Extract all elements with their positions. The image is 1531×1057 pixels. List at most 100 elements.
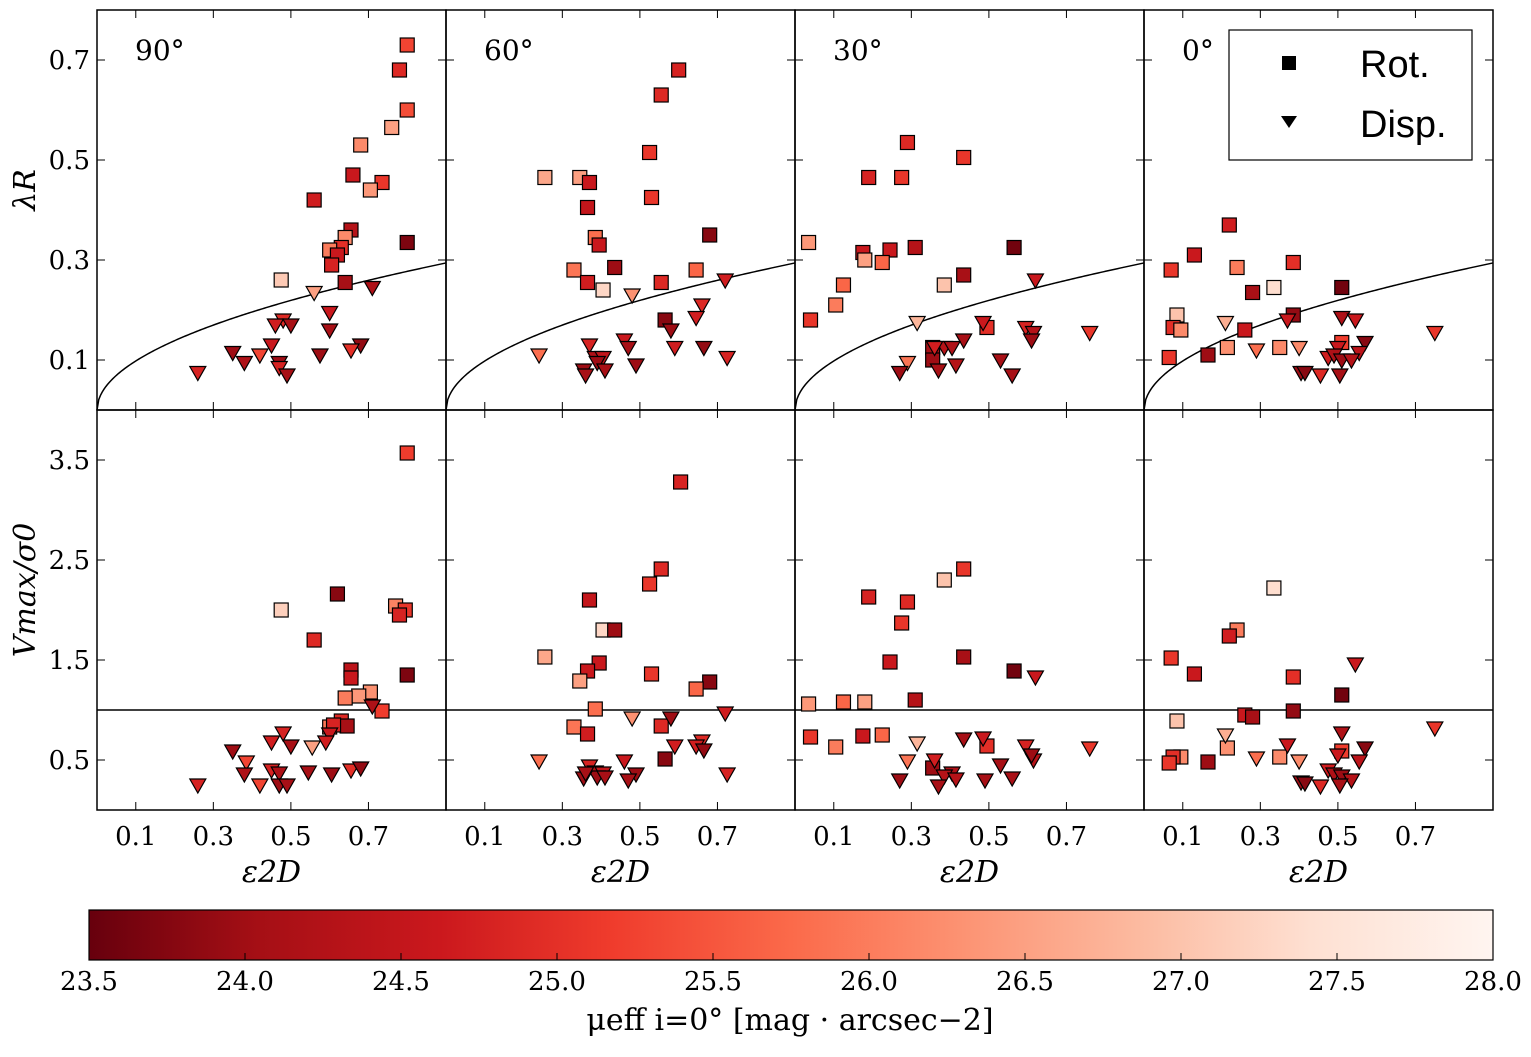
data-point-square bbox=[579, 274, 596, 291]
data-point-triangle bbox=[890, 365, 909, 382]
data-point-triangle bbox=[281, 318, 300, 335]
data-point-triangle bbox=[320, 305, 339, 322]
panel-title: 0° bbox=[1182, 34, 1214, 67]
data-point-square bbox=[579, 199, 596, 216]
data-point-triangle bbox=[322, 767, 341, 784]
data-point-square bbox=[894, 615, 910, 631]
data-point-square bbox=[882, 242, 898, 258]
panel-top-1 bbox=[445, 9, 796, 411]
data-point-square bbox=[657, 751, 673, 767]
data-point-triangle bbox=[716, 273, 735, 290]
panel-title: 90° bbox=[135, 34, 185, 67]
data-point-square bbox=[874, 254, 890, 271]
data-point-square bbox=[1006, 239, 1022, 256]
data-point-square bbox=[828, 297, 844, 313]
x-tick-label: 0.7 bbox=[348, 822, 389, 852]
data-point-square bbox=[591, 237, 607, 253]
x-tick-label: 0.5 bbox=[1317, 822, 1358, 852]
data-point-triangle bbox=[1342, 773, 1361, 790]
data-point-triangle bbox=[1026, 670, 1045, 687]
data-point-square bbox=[399, 102, 415, 118]
reference-curve bbox=[794, 262, 1145, 411]
data-point-square bbox=[936, 572, 952, 588]
data-point-square bbox=[673, 474, 689, 490]
data-point-square bbox=[1237, 322, 1253, 338]
colorbar-tick-label: 26.5 bbox=[996, 967, 1054, 997]
data-point-triangle bbox=[237, 755, 256, 772]
data-point-square bbox=[1266, 279, 1282, 296]
data-point-triangle bbox=[619, 773, 638, 790]
data-point-square bbox=[399, 234, 415, 251]
data-point-triangle bbox=[1080, 325, 1099, 342]
data-point-triangle bbox=[320, 323, 339, 340]
data-point-triangle bbox=[576, 368, 595, 385]
data-point-triangle bbox=[626, 358, 646, 375]
data-point-triangle bbox=[341, 763, 361, 780]
data-point-square bbox=[324, 257, 340, 273]
data-point-square bbox=[337, 274, 353, 291]
data-point-triangle bbox=[1355, 335, 1375, 352]
data-point-triangle bbox=[908, 736, 927, 753]
data-point-triangle bbox=[363, 699, 382, 716]
data-point-square bbox=[802, 729, 819, 745]
data-point-triangle bbox=[925, 340, 944, 357]
colorbar-tick-label: 23.5 bbox=[60, 967, 118, 997]
data-point-triangle bbox=[1425, 721, 1444, 738]
data-point-square bbox=[1186, 247, 1203, 263]
x-tick-label: 0.1 bbox=[464, 822, 505, 852]
panel-frame bbox=[1143, 409, 1494, 811]
data-point-square bbox=[587, 701, 603, 717]
data-point-triangle bbox=[1003, 368, 1022, 385]
data-point-square bbox=[956, 267, 972, 283]
data-point-triangle bbox=[530, 348, 549, 365]
panel-bottom-3 bbox=[1143, 409, 1494, 811]
data-point-square bbox=[1186, 666, 1203, 682]
y-tick-label: 0.5 bbox=[49, 746, 90, 776]
reference-curve bbox=[445, 262, 796, 411]
legend: Rot. Disp. bbox=[1228, 29, 1473, 161]
data-point-square bbox=[1200, 754, 1216, 770]
data-point-triangle bbox=[188, 365, 207, 382]
data-point-square bbox=[1163, 650, 1179, 666]
panel-title: 60° bbox=[484, 34, 534, 67]
data-point-square bbox=[894, 169, 910, 186]
reference-curve bbox=[96, 262, 447, 411]
data-point-square bbox=[1334, 279, 1350, 296]
legend-triangle-marker bbox=[1281, 116, 1297, 128]
legend-square-marker bbox=[1282, 56, 1296, 70]
data-point-square bbox=[861, 169, 877, 186]
data-point-square bbox=[899, 594, 916, 610]
legend-label-disp: Disp. bbox=[1360, 104, 1447, 146]
data-point-triangle bbox=[946, 772, 965, 789]
data-point-triangle bbox=[1003, 771, 1022, 788]
series-top-3 bbox=[1161, 217, 1444, 385]
data-point-square bbox=[537, 169, 553, 186]
data-point-triangle bbox=[1425, 325, 1444, 342]
y-tick-label: 0.7 bbox=[49, 46, 90, 76]
colorbar-tick-label: 24.0 bbox=[216, 967, 274, 997]
data-point-square bbox=[702, 674, 718, 690]
data-point-square bbox=[1285, 703, 1301, 719]
data-point-triangle bbox=[1278, 738, 1297, 755]
panel-title: 30° bbox=[833, 34, 883, 67]
data-point-triangle bbox=[188, 778, 207, 795]
data-point-square bbox=[956, 649, 972, 665]
x-tick-label: 0.7 bbox=[697, 822, 738, 852]
data-point-triangle bbox=[1016, 739, 1035, 756]
data-point-square bbox=[1266, 580, 1282, 596]
data-point-square bbox=[1229, 259, 1245, 276]
data-point-square bbox=[1169, 307, 1185, 323]
data-point-triangle bbox=[1278, 313, 1297, 330]
data-point-triangle bbox=[310, 348, 330, 365]
data-point-triangle bbox=[619, 340, 638, 357]
data-point-square bbox=[1219, 339, 1235, 356]
data-point-triangle bbox=[235, 355, 254, 372]
data-point-square bbox=[956, 149, 972, 166]
data-point-square bbox=[857, 252, 873, 268]
x-tick-label: 0.1 bbox=[813, 822, 854, 852]
data-point-square bbox=[641, 576, 658, 592]
data-point-triangle bbox=[341, 343, 361, 360]
data-point-triangle bbox=[299, 765, 318, 782]
y-tick-label: 2.5 bbox=[49, 546, 90, 576]
